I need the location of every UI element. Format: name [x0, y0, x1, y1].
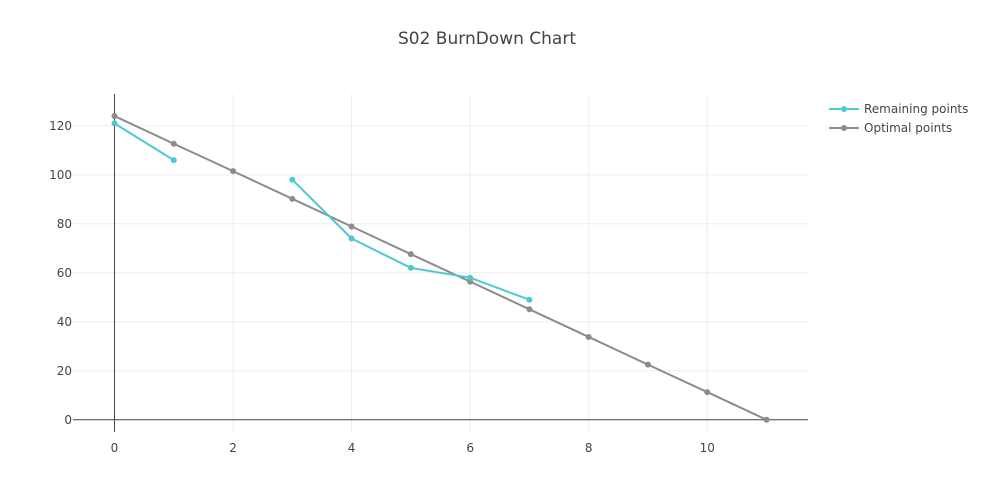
legend-label: Remaining points: [864, 102, 968, 116]
grid-layer: [73, 94, 808, 432]
data-point[interactable]: [467, 274, 474, 281]
axis-layer: [73, 94, 808, 432]
data-point[interactable]: [526, 306, 533, 313]
data-point[interactable]: [230, 168, 237, 175]
x-tick-label: 8: [585, 441, 593, 455]
data-point[interactable]: [111, 120, 118, 127]
data-point[interactable]: [170, 157, 177, 164]
x-tick-label: 4: [348, 441, 356, 455]
data-point[interactable]: [170, 140, 177, 147]
data-point[interactable]: [763, 416, 770, 423]
data-point[interactable]: [407, 264, 414, 271]
series-line: [291, 179, 530, 301]
series-remaining-points: [111, 120, 533, 303]
legend-marker: [841, 125, 847, 131]
series-optimal-points: [111, 113, 770, 423]
series-layer: [111, 113, 770, 423]
y-tick-label: 80: [57, 217, 72, 231]
x-tick-label: 2: [229, 441, 237, 455]
series-line: [113, 122, 175, 161]
y-tick-label: 0: [64, 413, 72, 427]
data-point[interactable]: [644, 361, 651, 368]
y-tick-label: 100: [49, 168, 72, 182]
data-point[interactable]: [585, 333, 592, 340]
legend-label: Optimal points: [864, 121, 952, 135]
data-point[interactable]: [348, 235, 355, 242]
data-point[interactable]: [704, 389, 711, 396]
data-point[interactable]: [111, 113, 118, 120]
data-point[interactable]: [407, 251, 414, 258]
legend-item-remaining-points[interactable]: Remaining points: [829, 102, 968, 116]
data-point[interactable]: [526, 296, 533, 303]
x-tick-label: 10: [700, 441, 715, 455]
data-point[interactable]: [348, 223, 355, 230]
y-tick-label: 60: [57, 266, 72, 280]
data-point[interactable]: [289, 195, 296, 202]
legend-marker: [841, 106, 847, 112]
data-point[interactable]: [289, 176, 296, 183]
x-tick-label: 0: [111, 441, 119, 455]
chart-title: S02 BurnDown Chart: [398, 29, 576, 49]
y-tick-label: 20: [57, 364, 72, 378]
legend[interactable]: Remaining points Optimal points: [829, 102, 968, 135]
series-line: [114, 115, 767, 421]
legend-item-optimal-points[interactable]: Optimal points: [829, 121, 952, 135]
x-tick-label: 6: [466, 441, 474, 455]
y-tick-label: 120: [49, 119, 72, 133]
y-tick-label: 40: [57, 315, 72, 329]
